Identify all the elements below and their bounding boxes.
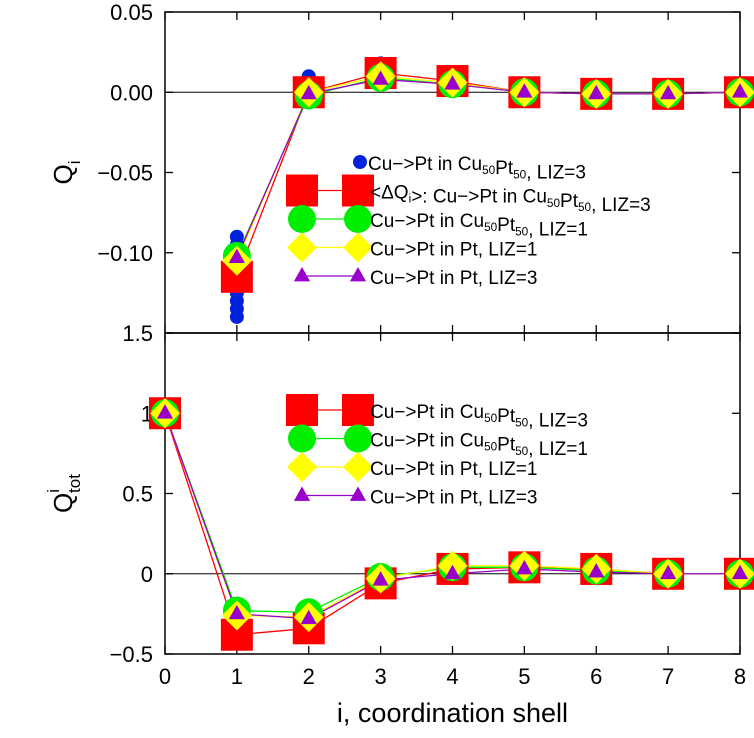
top-point-triangle: [588, 84, 605, 100]
xtick-label: 8: [734, 664, 746, 689]
bottom-legend-label: Cu−>Pt in Pt, LIZ=3: [370, 488, 537, 509]
top-legend-marker: [288, 205, 316, 233]
top-point-circle-small: [229, 309, 244, 324]
xtick-label: 1: [231, 664, 243, 689]
xlabel: i, coordination shell: [337, 698, 568, 728]
top-legend-marker: [353, 155, 367, 169]
top-legend-marker: [342, 174, 374, 207]
top-panel: 0.05 0.00 −0.05 −0.10 1.5 Cu−>Pt in Cu50Pt50,…: [48, 0, 754, 346]
top-ytick-label: 0.05: [110, 0, 153, 25]
bottom-legend-marker: [288, 424, 316, 453]
xtick-label: 5: [518, 664, 530, 689]
bottom-legend-label: Cu−>Pt in Cu50Pt50, LIZ=1: [370, 431, 588, 460]
bottom-point-triangle: [372, 571, 389, 586]
top-point-triangle: [372, 70, 389, 85]
top-point-triangle: [300, 84, 317, 100]
bottom-legend-marker: [293, 486, 311, 501]
bottom-legend-marker: [286, 394, 318, 426]
bottom-point-triangle: [444, 564, 461, 580]
bottom-point-triangle: [588, 563, 605, 578]
bottom-ytick-label: −0.5: [110, 642, 153, 667]
top-legend-label: Cu−>Pt in Cu50Pt50, LIZ=3: [368, 154, 586, 183]
bottom-ylabel: Qi tot: [44, 474, 84, 513]
top-legend-marker: [344, 205, 372, 233]
bottom-legend-label: Cu−>Pt in Cu50Pt50, LIZ=3: [370, 402, 588, 431]
xtick-label: 4: [446, 664, 458, 689]
bottom-point-triangle: [731, 564, 749, 580]
xtick-label: 0: [159, 664, 171, 689]
bottom-point-triangle: [516, 559, 533, 575]
xtick-label: 7: [662, 664, 674, 689]
bottom-ytick-label: 0.5: [122, 482, 153, 507]
top-ytick-label: 0.00: [110, 80, 153, 105]
top-point-triangle: [516, 83, 533, 98]
bottom-point-triangle: [228, 604, 245, 620]
top-ytick-label: −0.10: [97, 241, 153, 266]
top-legend-marker: [293, 267, 311, 282]
bottom-legend-marker: [287, 452, 317, 482]
top-legend-marker: [343, 232, 373, 263]
bottom-legend-marker: [349, 486, 367, 501]
top-legend-label: <ΔQi>: Cu−>Pt in Cu50Pt50, LIZ=3: [370, 183, 651, 217]
top-legend-label: Cu−>Pt in Pt, LIZ=3: [370, 268, 537, 289]
top-point-triangle: [731, 83, 749, 98]
bottom-legend-marker: [344, 424, 372, 453]
top-point-triangle: [444, 75, 461, 90]
bottom-point-triangle: [300, 609, 317, 625]
top-legend-marker: [349, 267, 367, 282]
bottom-ytick-label: 0: [141, 562, 153, 587]
top-legend-label: Cu−>Pt in Cu50Pt50, LIZ=1: [370, 211, 588, 240]
bottom-point-triangle: [660, 564, 677, 580]
xtick-label: 6: [590, 664, 602, 689]
xtick-label: 2: [303, 664, 315, 689]
top-point-triangle: [660, 84, 677, 100]
bottom-legend-marker: [343, 452, 373, 482]
top-ylabel: Qi: [48, 160, 84, 184]
top-ytick-label: 1.5: [122, 321, 153, 346]
top-ytick-label: −0.05: [97, 161, 153, 186]
top-point-triangle: [228, 248, 245, 263]
top-legend-marker: [286, 174, 318, 207]
xtick-label: 3: [375, 664, 387, 689]
bottom-point-triangle: [156, 404, 174, 419]
bottom-legend-marker: [342, 394, 374, 426]
top-legend-label: Cu−>Pt in Pt, LIZ=1: [370, 240, 537, 261]
bottom-legend-label: Cu−>Pt in Pt, LIZ=1: [370, 459, 537, 480]
bottom-panel: 10.50−0.50 1 2 3 4 5 6 7 8Cu−>Pt in Cu50Pt50, LI…: [44, 332, 754, 728]
top-legend-marker: [287, 232, 317, 263]
